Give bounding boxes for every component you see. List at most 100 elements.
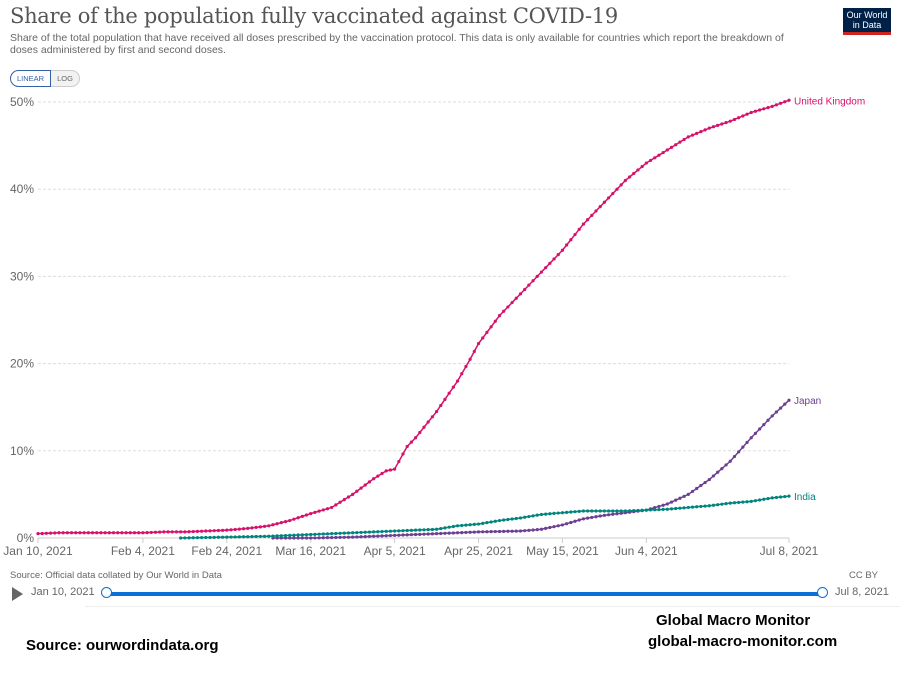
data-point: [539, 512, 544, 517]
source-note: Source: Official data collated by Our Wo…: [10, 570, 222, 581]
timeline-start-handle[interactable]: [101, 587, 112, 598]
data-point: [678, 506, 682, 510]
data-point: [489, 325, 493, 329]
data-point: [569, 238, 573, 242]
x-tick-label: Apr 5, 2021: [364, 544, 426, 558]
data-point: [766, 496, 770, 501]
data-point: [762, 423, 766, 427]
data-point: [229, 528, 233, 532]
data-point: [434, 532, 439, 536]
data-point: [648, 158, 653, 163]
data-point: [615, 187, 619, 191]
data-point: [325, 536, 330, 540]
data-point: [250, 535, 254, 539]
data-point: [485, 530, 489, 534]
data-point: [770, 496, 774, 500]
data-point: [502, 518, 506, 522]
data-point: [753, 499, 758, 503]
data-point: [363, 483, 367, 487]
timeline-track[interactable]: [107, 592, 820, 596]
series-united-kingdom: [36, 98, 791, 536]
data-point: [783, 402, 787, 406]
data-point: [481, 336, 485, 340]
data-point: [69, 531, 74, 535]
data-point: [669, 145, 674, 149]
data-point: [602, 513, 606, 517]
watermark-site: global-macro-monitor.com: [648, 633, 838, 650]
data-point: [309, 511, 313, 516]
data-point: [514, 296, 518, 300]
data-point: [363, 530, 367, 534]
data-point: [304, 533, 309, 537]
data-point: [770, 104, 774, 108]
watermark-source: Source: ourwordindata.org: [26, 637, 219, 654]
data-point: [141, 531, 145, 535]
data-point: [703, 504, 707, 508]
data-point: [632, 171, 636, 176]
data-point: [577, 518, 581, 522]
linear-scale-button[interactable]: LINEAR: [10, 70, 52, 87]
data-point: [330, 505, 334, 510]
data-point: [766, 418, 770, 422]
data-point: [720, 502, 724, 506]
data-point: [518, 292, 523, 296]
data-point: [581, 509, 586, 513]
data-point: [779, 495, 783, 499]
x-tick-label: Apr 25, 2021: [444, 544, 513, 558]
logo-line-2: in Data: [852, 20, 882, 30]
data-point: [309, 536, 313, 540]
data-point: [531, 514, 535, 518]
data-point: [678, 140, 682, 144]
data-point: [573, 232, 577, 237]
data-point: [355, 530, 359, 535]
data-point: [745, 112, 749, 116]
data-point: [439, 526, 443, 531]
data-point: [279, 534, 283, 538]
data-point: [665, 502, 669, 506]
data-point: [758, 427, 762, 431]
data-point: [741, 500, 745, 504]
data-point: [342, 535, 346, 539]
data-point: [212, 535, 216, 539]
chart-title: Share of the population fully vaccinated…: [10, 4, 618, 28]
owid-logo[interactable]: Our World in Data: [843, 8, 891, 35]
timeline-end-date: Jul 8, 2021: [835, 586, 889, 598]
data-point: [388, 529, 393, 533]
data-point: [779, 406, 783, 410]
data-point: [200, 536, 204, 540]
data-point: [506, 529, 510, 533]
data-point: [216, 535, 221, 539]
data-point: [497, 529, 502, 534]
data-point: [384, 469, 388, 473]
data-point: [523, 529, 527, 533]
data-point: [455, 531, 460, 535]
data-point: [78, 531, 82, 535]
data-point: [724, 502, 728, 506]
data-point: [745, 500, 749, 504]
data-point: [271, 523, 275, 527]
watermark-brand: Global Macro Monitor: [656, 612, 811, 629]
data-point: [690, 133, 695, 137]
data-point: [560, 511, 565, 515]
log-scale-button[interactable]: LOG: [51, 70, 80, 87]
data-point: [527, 528, 531, 532]
data-point: [413, 528, 418, 532]
play-icon[interactable]: [12, 587, 23, 601]
data-point: [342, 498, 346, 502]
data-point: [619, 511, 623, 515]
license-link[interactable]: CC BY: [848, 570, 878, 581]
data-point: [611, 509, 615, 513]
data-point: [246, 535, 250, 539]
data-point: [124, 531, 128, 535]
data-point: [741, 445, 745, 449]
timeline-end-handle[interactable]: [817, 587, 828, 598]
data-point: [468, 530, 472, 534]
data-point: [191, 536, 195, 540]
data-point: [346, 531, 351, 535]
data-point: [254, 534, 258, 539]
data-point: [380, 529, 384, 534]
data-point: [430, 532, 434, 536]
data-point: [447, 531, 451, 535]
data-point: [225, 528, 229, 532]
data-point: [720, 122, 724, 126]
